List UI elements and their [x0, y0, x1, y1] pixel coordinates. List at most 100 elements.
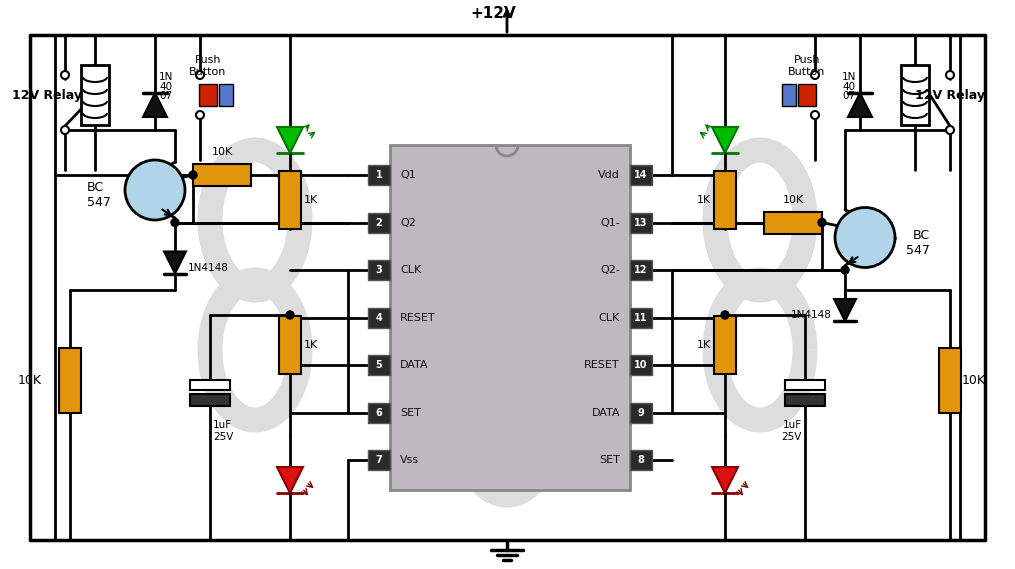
Polygon shape [164, 251, 186, 274]
Text: 10K: 10K [962, 373, 986, 386]
Text: 10K: 10K [18, 373, 42, 386]
Text: Q2: Q2 [400, 217, 416, 228]
Circle shape [946, 126, 954, 134]
Bar [81, 65, 109, 125]
Bar [630, 355, 652, 375]
Text: 1N
40
07: 1N 40 07 [159, 72, 174, 101]
Bar [630, 212, 652, 233]
Text: SET: SET [400, 407, 421, 418]
Bar [714, 316, 736, 374]
Text: Q2-: Q2- [600, 265, 620, 275]
Circle shape [946, 71, 954, 79]
Text: 7: 7 [376, 455, 383, 465]
Circle shape [61, 126, 69, 134]
Text: 12V Relay: 12V Relay [12, 89, 82, 101]
Circle shape [196, 71, 204, 79]
Text: Push
Button: Push Button [190, 55, 226, 77]
Text: Vdd: Vdd [598, 170, 620, 180]
Circle shape [61, 71, 69, 79]
Text: Q1: Q1 [400, 170, 416, 180]
Text: 1N4148: 1N4148 [791, 310, 832, 320]
Text: 10: 10 [634, 360, 648, 370]
Text: 3: 3 [376, 265, 383, 275]
Circle shape [171, 218, 179, 226]
Text: 9: 9 [637, 407, 645, 418]
Bar [279, 171, 301, 229]
Text: 12: 12 [634, 265, 648, 275]
Text: 4: 4 [376, 312, 383, 323]
Circle shape [721, 311, 729, 319]
Text: 2: 2 [376, 217, 383, 228]
Bar [630, 260, 652, 280]
Text: 1K: 1K [304, 195, 319, 205]
Text: +12V: +12V [470, 6, 516, 21]
Circle shape [811, 71, 819, 79]
Text: 14: 14 [634, 170, 648, 180]
Text: 13: 13 [634, 217, 648, 228]
Polygon shape [143, 93, 167, 117]
Bar [714, 171, 736, 229]
Text: DATA: DATA [592, 407, 620, 418]
Circle shape [196, 111, 204, 119]
Bar [199, 84, 217, 106]
Bar [630, 402, 652, 423]
Bar [368, 402, 390, 423]
Text: 1K: 1K [696, 195, 710, 205]
Polygon shape [848, 93, 872, 117]
Text: 6: 6 [376, 407, 383, 418]
Circle shape [125, 160, 185, 220]
Bar [368, 307, 390, 328]
Bar [219, 84, 233, 106]
Text: RESET: RESET [585, 360, 620, 370]
Text: Push
Button: Push Button [789, 55, 825, 77]
Polygon shape [277, 467, 303, 493]
Polygon shape [834, 299, 856, 321]
Bar [764, 212, 822, 233]
Text: DATA: DATA [400, 360, 428, 370]
Text: 5: 5 [376, 360, 383, 370]
Text: Vss: Vss [400, 455, 419, 465]
Text: SET: SET [599, 455, 620, 465]
Bar [368, 450, 390, 470]
Text: 1K: 1K [696, 340, 710, 350]
Bar [368, 260, 390, 280]
Bar [368, 355, 390, 375]
Text: 10K: 10K [211, 147, 232, 157]
Text: 8: 8 [637, 455, 645, 465]
Bar [901, 65, 929, 125]
Circle shape [835, 208, 895, 267]
Circle shape [818, 218, 826, 226]
Text: 1N4148: 1N4148 [188, 262, 228, 273]
Circle shape [811, 111, 819, 119]
Polygon shape [712, 127, 738, 153]
Polygon shape [277, 127, 303, 153]
Circle shape [189, 171, 197, 179]
Bar [798, 84, 816, 106]
Text: 1K: 1K [304, 340, 319, 350]
Bar [785, 394, 825, 406]
Bar [782, 84, 796, 106]
Text: RESET: RESET [400, 312, 435, 323]
Circle shape [286, 311, 294, 319]
Bar [630, 165, 652, 185]
Text: 1uF
25V: 1uF 25V [213, 420, 233, 442]
Text: 11: 11 [634, 312, 648, 323]
Bar [190, 380, 230, 390]
Bar [630, 450, 652, 470]
Polygon shape [712, 467, 738, 493]
Bar [368, 212, 390, 233]
Bar [193, 164, 251, 186]
Text: 1: 1 [376, 170, 383, 180]
Text: 10K: 10K [783, 195, 804, 204]
Text: CLK: CLK [400, 265, 421, 275]
Bar [939, 348, 961, 413]
Text: 12V Relay: 12V Relay [915, 89, 985, 101]
Text: Q1-: Q1- [600, 217, 620, 228]
Bar [190, 394, 230, 406]
Bar [368, 165, 390, 185]
Text: BC
547: BC 547 [906, 229, 930, 257]
Bar [630, 307, 652, 328]
Bar [59, 348, 81, 413]
Circle shape [841, 266, 849, 274]
Bar [279, 316, 301, 374]
